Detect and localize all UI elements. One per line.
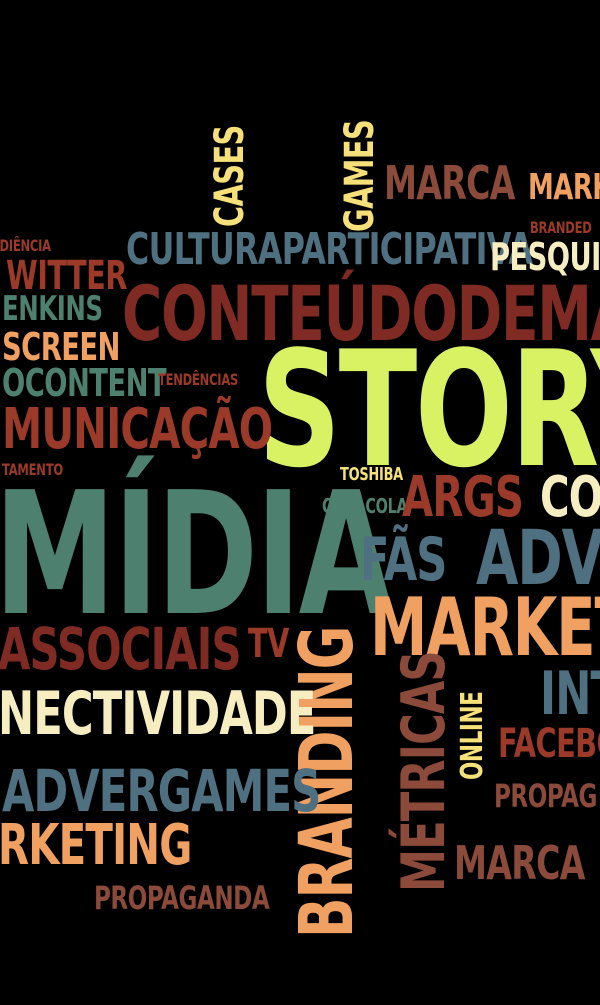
word-metricas: MÉTRICAS — [389, 651, 459, 892]
word-online: ONLINE — [455, 691, 490, 780]
word-ocontent: OCONTENT — [2, 361, 167, 405]
word-story: STORY — [258, 316, 600, 503]
word-conteudodema: CONTEÚDODEMA — [122, 269, 600, 358]
word-fas: FÃS — [360, 525, 447, 595]
word-toshiba: TOSHIBA — [340, 464, 403, 485]
word-tv: TV — [248, 621, 289, 667]
word-screen: SCREEN — [2, 325, 120, 369]
word-municacao: MUNICAÇÃO — [2, 397, 273, 462]
word-args: ARGS — [402, 465, 524, 530]
word-associais: ASSOCIAIS — [0, 615, 242, 683]
word-propaganda: PROPAGANDA — [94, 879, 270, 917]
word-tamento: TAMENTO — [2, 460, 63, 479]
word-propag: PROPAG — [494, 777, 597, 815]
word-pesqui: PESQUI — [490, 235, 600, 279]
word-midia: MÍDIA — [0, 456, 393, 654]
word-cases: CASES — [207, 125, 253, 227]
word-tendencias: TENDÊNCIAS — [158, 370, 239, 389]
word-marca-bottom: MARCA — [454, 836, 585, 890]
word-mark-top: MARK — [528, 167, 600, 208]
word-culturaparticipativa: CULTURAPARTICIPATIVA — [126, 224, 533, 275]
word-nectividade: NECTIVIDADE — [0, 679, 316, 749]
word-cocacola: COCACOLA — [322, 494, 408, 518]
word-facebo: FACEBO — [498, 721, 600, 767]
word-co: CO — [540, 465, 600, 530]
word-int: INT — [540, 659, 600, 729]
word-audiencia: AUDIÊNCIA — [0, 236, 51, 255]
word-advergames: ADVERGAMES — [2, 757, 321, 825]
word-market: MARKET — [370, 581, 600, 674]
word-games: GAMES — [337, 119, 383, 232]
word-branded: BRANDED — [530, 218, 592, 237]
word-enkins: ENKINS — [2, 289, 103, 329]
word-rketing: RKETING — [0, 813, 192, 878]
word-marca-top: MARCA — [384, 156, 515, 210]
word-adv: ADV — [476, 513, 600, 602]
word-witter: WITTER — [6, 253, 127, 299]
